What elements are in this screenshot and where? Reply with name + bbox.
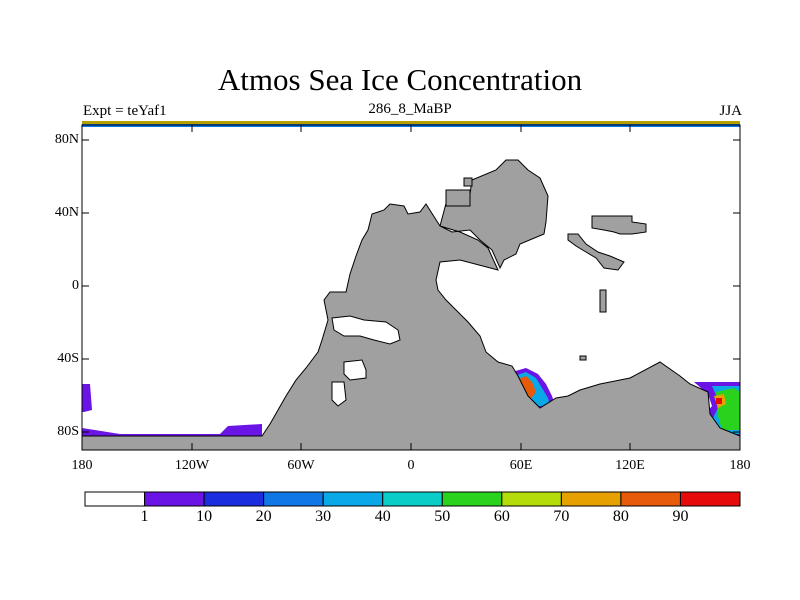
sea-ice-west-edge: [82, 384, 92, 412]
colorbar-level-label: 80: [612, 508, 629, 525]
sea-ice-pacific-margin: [82, 424, 262, 436]
colorbar-swatch: [441, 491, 503, 507]
colorbar-level-label: 50: [434, 508, 451, 525]
y-tick-label-80s: 80S: [57, 424, 79, 439]
colorbar-swatch: [679, 491, 741, 507]
axis-ticks: [81, 125, 741, 450]
x-tick-label-60w: 60W: [287, 458, 315, 473]
x-tick-label-180e: 180: [729, 458, 751, 473]
x-tick-label-60e: 60E: [509, 458, 533, 473]
colorbar-level-label: 90: [672, 508, 689, 525]
colorbar-level-label: 1: [140, 508, 149, 525]
figure-title: Atmos Sea Ice Concentration: [217, 62, 583, 97]
land-east-island: [591, 215, 647, 235]
colorbar-swatch: [144, 491, 205, 507]
y-tick-label-0: 0: [72, 278, 79, 293]
polar-strip-top: [82, 121, 740, 124]
x-tick-label-0: 0: [407, 458, 415, 473]
land-small-island-3: [463, 177, 473, 187]
colorbar-swatch: [263, 491, 324, 507]
land-small-island-4: [445, 189, 471, 207]
colorbar-level-label: 20: [255, 508, 272, 525]
colorbar-level-label: 60: [493, 508, 510, 525]
inland-seas: [331, 315, 401, 407]
land-layer: [81, 159, 741, 451]
colorbar: [84, 491, 741, 507]
y-tick-label-80n: 80N: [54, 132, 79, 147]
season-label: JJA: [719, 103, 742, 119]
y-tick-label-40n: 40N: [54, 205, 79, 220]
colorbar-swatch: [322, 491, 384, 507]
land-small-island-1: [599, 289, 607, 313]
colorbar-swatch: [620, 491, 681, 507]
inland-sea-2: [343, 359, 367, 381]
colorbar-level-label: 10: [196, 508, 213, 525]
colorbar-swatch: [501, 491, 562, 507]
y-tick-label-40s: 40S: [57, 351, 79, 366]
land-antarctic-coast: [81, 159, 741, 451]
x-tick-label-120w: 120W: [174, 458, 210, 473]
colorbar-swatch: [382, 491, 443, 507]
inland-sea-1: [331, 315, 401, 345]
colorbar-swatch: [84, 491, 146, 507]
period-label: 286_8_MaBP: [368, 101, 452, 117]
colorbar-level-label: 70: [553, 508, 570, 525]
colorbar-swatch: [203, 491, 265, 507]
inland-sea-3: [331, 381, 347, 407]
x-tick-label-180w: 180: [71, 458, 93, 473]
colorbar-level-label: 30: [315, 508, 332, 525]
x-tick-label-120e: 120E: [615, 458, 645, 473]
colorbar-swatch: [560, 491, 622, 507]
land-east-peninsula: [567, 233, 625, 271]
experiment-label: Expt = teYaf1: [83, 103, 167, 119]
sea-ice-east-core: [716, 398, 722, 404]
land-small-island-2: [579, 355, 587, 361]
colorbar-level-label: 40: [374, 508, 391, 525]
